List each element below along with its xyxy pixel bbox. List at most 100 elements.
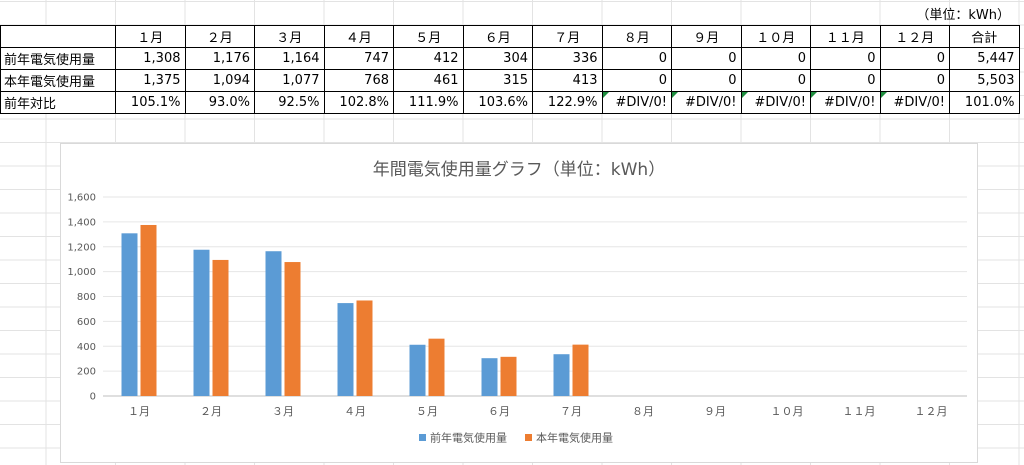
row-label[interactable]: 本年電気使用量 xyxy=(0,69,116,92)
legend-label: 前年電気使用量 xyxy=(430,431,507,445)
x-tick-label: ３月 xyxy=(272,405,294,418)
table-cell[interactable]: 1,308 xyxy=(115,47,186,70)
table-cell[interactable]: 1,164 xyxy=(254,47,325,70)
table-cell[interactable]: 0 xyxy=(810,69,881,92)
bar-previous-year xyxy=(409,344,426,396)
table-header-cell[interactable]: ６月 xyxy=(462,25,533,48)
table-cell[interactable]: 1,375 xyxy=(115,69,186,92)
table-row: 前年電気使用量 1,308 1,176 1,164 747 412 304 336 0 0 0 0 0 5… xyxy=(0,47,1020,70)
x-tick-label: ９月 xyxy=(704,405,726,418)
x-tick-label: ７月 xyxy=(560,405,582,418)
y-tick-label: 600 xyxy=(77,317,96,328)
table-cell[interactable]: 0 xyxy=(740,69,811,92)
bar-previous-year xyxy=(337,303,354,396)
table-header-row: １月 ２月 ３月 ４月 ５月 ６月 ７月 ８月 ９月 １０月 １１月 １２月 合計 xyxy=(0,25,1020,48)
table-cell[interactable]: 412 xyxy=(393,47,464,70)
table-header-cell[interactable]: ４月 xyxy=(323,25,394,48)
table-cell[interactable]: 1,077 xyxy=(254,69,325,92)
table-header-cell[interactable]: １１月 xyxy=(810,25,881,48)
table-cell[interactable]: 1,176 xyxy=(184,47,255,70)
legend-label: 本年電気使用量 xyxy=(536,431,613,445)
bar-current-year xyxy=(572,344,589,396)
table-header-cell[interactable]: ５月 xyxy=(393,25,464,48)
table-cell[interactable]: #DIV/0! xyxy=(601,91,672,114)
x-tick-label: １月 xyxy=(128,405,150,418)
bar-current-year xyxy=(500,356,517,396)
table-cell[interactable]: #DIV/0! xyxy=(810,91,881,114)
table-cell[interactable]: 0 xyxy=(671,69,742,92)
bar-previous-year xyxy=(553,354,570,396)
table-cell[interactable]: 111.9% xyxy=(393,91,464,114)
table-cell[interactable]: #DIV/0! xyxy=(671,91,742,114)
table-cell[interactable]: 0 xyxy=(601,69,672,92)
table-row: 前年対比 105.1% 93.0% 92.5% 102.8% 111.9% 103.6% 12… xyxy=(0,91,1020,114)
usage-table: １月 ２月 ３月 ４月 ５月 ６月 ７月 ８月 ９月 １０月 １１月 １２月 合計 前年電気使用量 1,30… xyxy=(0,25,1020,114)
x-tick-label: ８月 xyxy=(632,405,654,418)
table-cell[interactable]: 461 xyxy=(393,69,464,92)
bar-current-year xyxy=(428,338,445,396)
table-corner-cell[interactable] xyxy=(0,25,116,48)
table-cell[interactable]: 1,094 xyxy=(184,69,255,92)
y-tick-label: 1,400 xyxy=(67,217,96,228)
table-cell[interactable]: 0 xyxy=(879,69,950,92)
table-cell[interactable]: #DIV/0! xyxy=(879,91,950,114)
table-cell[interactable]: 92.5% xyxy=(254,91,325,114)
x-tick-label: １２月 xyxy=(915,405,948,418)
table-header-cell[interactable]: ２月 xyxy=(184,25,255,48)
table-header-cell[interactable]: ９月 xyxy=(671,25,742,48)
table-header-cell[interactable]: ７月 xyxy=(532,25,603,48)
legend-swatch xyxy=(419,434,426,441)
table-header-cell[interactable]: ８月 xyxy=(601,25,672,48)
table-cell[interactable]: 315 xyxy=(462,69,533,92)
table-cell[interactable]: 5,503 xyxy=(949,69,1020,92)
usage-chart[interactable]: 年間電気使用量グラフ（単位：kWh） 0 200 400 600 800 1,000 1,20… xyxy=(60,143,978,463)
table-cell[interactable]: 5,447 xyxy=(949,47,1020,70)
table-header-cell[interactable]: １２月 xyxy=(879,25,950,48)
y-tick-label: 800 xyxy=(77,292,96,303)
x-tick-label: ６月 xyxy=(488,405,510,418)
table-cell[interactable]: 102.8% xyxy=(323,91,394,114)
table-cell[interactable]: 93.0% xyxy=(184,91,255,114)
x-tick-label: ５月 xyxy=(416,405,438,418)
table-header-cell[interactable]: ３月 xyxy=(254,25,325,48)
table-header-cell[interactable]: 合計 xyxy=(949,25,1020,48)
table-cell[interactable]: 0 xyxy=(671,47,742,70)
row-label[interactable]: 前年対比 xyxy=(0,91,116,114)
bar-current-year xyxy=(140,224,157,396)
y-tick-label: 1,200 xyxy=(67,242,96,253)
legend-swatch xyxy=(525,434,532,441)
table-cell[interactable]: 0 xyxy=(601,47,672,70)
table-cell[interactable]: 0 xyxy=(740,47,811,70)
y-tick-label: 1,000 xyxy=(67,267,96,278)
row-label[interactable]: 前年電気使用量 xyxy=(0,47,116,70)
table-cell[interactable]: 105.1% xyxy=(115,91,186,114)
bar-current-year xyxy=(356,300,373,396)
table-cell[interactable]: 0 xyxy=(879,47,950,70)
table-cell[interactable]: 336 xyxy=(532,47,603,70)
table-cell[interactable]: 768 xyxy=(323,69,394,92)
y-tick-label: 400 xyxy=(77,342,96,353)
table-cell[interactable]: 304 xyxy=(462,47,533,70)
table-cell[interactable]: 0 xyxy=(810,47,881,70)
table-header-cell[interactable]: １０月 xyxy=(740,25,811,48)
table-row: 本年電気使用量 1,375 1,094 1,077 768 461 315 413 0 0 0 0 0 5… xyxy=(0,69,1020,92)
x-tick-label: ４月 xyxy=(344,405,366,418)
bar-current-year xyxy=(284,262,301,396)
table-cell[interactable]: 103.6% xyxy=(462,91,533,114)
table-cell[interactable]: 101.0% xyxy=(949,91,1020,114)
table-cell[interactable]: 747 xyxy=(323,47,394,70)
table-header-cell[interactable]: １月 xyxy=(115,25,186,48)
x-tick-label: １１月 xyxy=(843,405,876,418)
chart-title: 年間電気使用量グラフ（単位：kWh） xyxy=(373,159,665,180)
bar-previous-year xyxy=(265,251,282,396)
bar-previous-year xyxy=(193,249,210,396)
table-cell[interactable]: #DIV/0! xyxy=(740,91,811,114)
y-tick-label: 1,600 xyxy=(67,193,96,204)
table-cell[interactable]: 122.9% xyxy=(532,91,603,114)
unit-note: （単位：kWh） xyxy=(916,8,1010,23)
chart-canvas: 年間電気使用量グラフ（単位：kWh） 0 200 400 600 800 1,000 1,20… xyxy=(67,159,967,445)
y-tick-label: 0 xyxy=(90,392,96,403)
x-tick-label: ２月 xyxy=(200,405,222,418)
table-cell[interactable]: 413 xyxy=(532,69,603,92)
bar-previous-year xyxy=(481,358,498,396)
